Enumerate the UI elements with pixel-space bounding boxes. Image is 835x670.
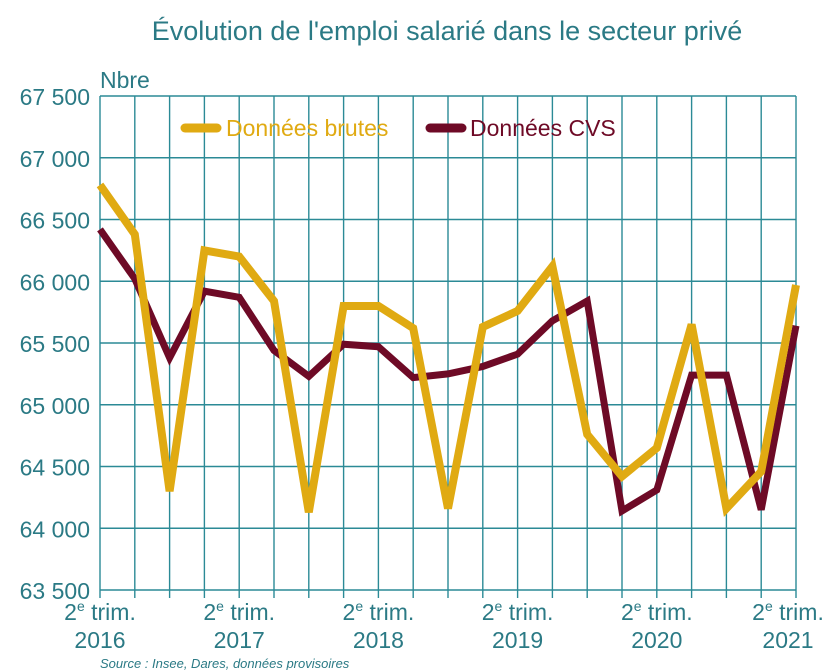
legend-label-raw: Données brutes — [226, 115, 388, 141]
x-tick-line2: 2021 — [762, 627, 813, 653]
x-tick-line1: 2e trim. — [64, 598, 136, 625]
y-tick-label: 65 000 — [20, 393, 90, 419]
x-tick-line1: 2e trim. — [621, 598, 693, 625]
x-tick-line1: 2e trim. — [203, 598, 275, 625]
y-tick-label: 64 000 — [20, 516, 90, 542]
y-axis-ticks: 67 500 67 000 66 500 66 000 65 500 65 000 64 5… — [20, 84, 90, 604]
series-line-raw — [96, 182, 800, 517]
x-tick-line2: 2019 — [492, 627, 543, 653]
grid — [99, 95, 797, 598]
x-tick-line1: 2e trim. — [752, 598, 824, 625]
x-tick-label: 2e trim.2020 — [621, 598, 693, 653]
y-tick-label: 63 500 — [20, 578, 90, 604]
x-tick-label: 2e trim.2021 — [752, 598, 824, 653]
series-lines — [96, 182, 800, 517]
y-tick-label: 66 500 — [20, 208, 90, 234]
x-tick-line2: 2016 — [74, 627, 125, 653]
legend-item-raw: Données brutes — [180, 115, 388, 141]
y-tick-label: 67 000 — [20, 146, 90, 172]
x-tick-line1: 2e trim. — [482, 598, 554, 625]
y-tick-label: 64 500 — [20, 455, 90, 481]
source-note: Source : Insee, Dares, données provisoir… — [100, 656, 350, 670]
x-tick-line2: 2018 — [353, 627, 404, 653]
y-axis-label: Nbre — [100, 67, 150, 93]
x-tick-line2: 2020 — [631, 627, 682, 653]
chart-title: Évolution de l'emploi salarié dans le se… — [152, 16, 742, 46]
y-tick-label: 65 500 — [20, 331, 90, 357]
x-tick-label: 2e trim.2018 — [343, 598, 415, 653]
y-tick-label: 67 500 — [20, 84, 90, 110]
x-tick-label: 2e trim.2016 — [64, 598, 136, 653]
x-tick-line2: 2017 — [214, 627, 265, 653]
x-tick-label: 2e trim.2019 — [482, 598, 554, 653]
x-tick-line1: 2e trim. — [343, 598, 415, 625]
legend-label-cvs: Données CVS — [470, 115, 616, 141]
x-tick-label: 2e trim.2017 — [203, 598, 275, 653]
legend-item-cvs: Données CVS — [425, 115, 616, 141]
legend: Données brutes Données CVS — [180, 115, 616, 141]
y-tick-label: 66 000 — [20, 269, 90, 295]
series-line-cvs — [97, 227, 800, 517]
